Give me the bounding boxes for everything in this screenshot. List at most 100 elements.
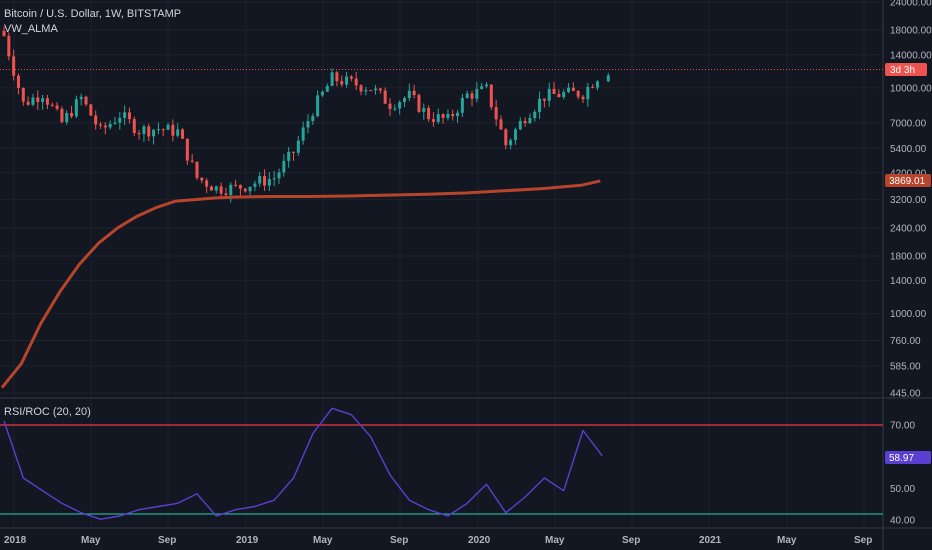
candle-body — [557, 94, 561, 98]
candle-body — [480, 86, 484, 89]
candle — [480, 82, 484, 90]
candle-body — [427, 108, 431, 120]
candle-body — [200, 177, 204, 181]
candle-body — [127, 112, 131, 120]
candle — [142, 124, 146, 142]
time-scale-label: May — [777, 535, 797, 546]
countdown-tag: 3d 3h — [885, 63, 927, 76]
candle-body — [296, 140, 300, 153]
candle — [60, 106, 64, 124]
candle — [581, 94, 585, 104]
candle — [567, 83, 571, 94]
candle-body — [156, 129, 160, 131]
candle — [79, 93, 83, 106]
candle-body — [499, 119, 503, 130]
candle-body — [166, 124, 170, 130]
candle-body — [528, 118, 532, 124]
candle-body — [422, 108, 426, 112]
candle — [345, 71, 349, 88]
candle-body — [209, 186, 213, 191]
candle-body — [581, 96, 585, 100]
candle — [591, 84, 595, 89]
candle-body — [320, 91, 324, 96]
alma-indicator-label[interactable]: VW_ALMA — [4, 23, 58, 35]
candle-body — [407, 90, 411, 99]
price-pane[interactable] — [0, 26, 883, 389]
candle-body — [190, 160, 194, 162]
candle-body — [306, 121, 310, 128]
candle — [456, 109, 460, 123]
candle-body — [513, 129, 517, 141]
rsi-indicator-label[interactable]: RSI/ROC (20, 20) — [4, 406, 91, 418]
price-scale-label: 1400.00 — [890, 276, 927, 287]
candle — [460, 93, 464, 118]
candle-body — [263, 176, 267, 186]
candle-body — [185, 138, 189, 161]
candle-body — [383, 90, 387, 104]
candle — [311, 113, 315, 125]
time-scale[interactable]: 2018 May Sep 2019 May Sep 2020 May Sep 2021 May Sep — [4, 535, 872, 546]
candle — [74, 95, 78, 119]
candle — [499, 115, 503, 130]
candle-body — [335, 72, 339, 82]
candle — [571, 82, 575, 92]
candle — [156, 122, 160, 135]
candle-body — [214, 186, 218, 191]
candle-body — [316, 95, 320, 117]
candle — [89, 103, 93, 116]
candle — [267, 172, 271, 192]
candle — [325, 83, 329, 92]
candle-body — [258, 176, 262, 184]
candle — [36, 90, 40, 110]
candle — [253, 180, 257, 192]
oscillator-scale-label: 70.00 — [890, 421, 915, 432]
candle-body — [84, 96, 88, 105]
candle — [446, 109, 450, 121]
candle-body — [147, 126, 151, 137]
candle-body — [402, 98, 406, 103]
candle — [320, 90, 324, 97]
candle — [41, 94, 45, 110]
time-scale-label: 2020 — [468, 535, 491, 546]
price-scale[interactable]: 24000.00 18000.00 14000.00 10000.00 7000.00 5… — [890, 0, 932, 400]
candle — [441, 113, 445, 124]
symbol-title[interactable]: Bitcoin / U.S. Dollar, 1W, BITSTAMP — [4, 8, 182, 20]
candle — [340, 75, 344, 87]
candle-body — [523, 121, 527, 124]
candle-body — [229, 184, 233, 196]
time-scale-label: Sep — [854, 535, 872, 546]
oscillator-scale-label: 40.00 — [890, 516, 915, 527]
candle-body — [567, 87, 571, 93]
candle — [31, 93, 35, 107]
candle-body — [552, 88, 556, 95]
candle — [422, 103, 426, 120]
time-scale-label: May — [81, 535, 101, 546]
candle-body — [364, 90, 368, 92]
time-scale-label: Sep — [390, 535, 408, 546]
candle-body — [431, 119, 435, 122]
candle — [248, 186, 252, 197]
candle — [209, 185, 213, 191]
candle — [99, 121, 102, 130]
oscillator-scale[interactable]: 70.00 50.00 40.00 — [890, 421, 915, 527]
candle-body — [538, 98, 542, 112]
candle-body — [470, 93, 474, 99]
candle — [374, 85, 378, 95]
time-scale-label: 2019 — [236, 535, 259, 546]
candle-body — [161, 129, 165, 131]
candle — [127, 107, 131, 124]
candle — [523, 117, 527, 127]
candle-body — [12, 56, 16, 76]
candle — [451, 109, 455, 121]
candle — [234, 179, 238, 188]
candle — [147, 123, 151, 142]
candle — [436, 108, 440, 125]
candle — [45, 94, 49, 110]
candle-body — [74, 99, 78, 117]
candle-body — [103, 125, 107, 128]
candle-body — [542, 98, 546, 101]
oscillator-pane[interactable] — [0, 407, 883, 520]
candle-body — [195, 161, 199, 178]
candle — [417, 93, 421, 113]
